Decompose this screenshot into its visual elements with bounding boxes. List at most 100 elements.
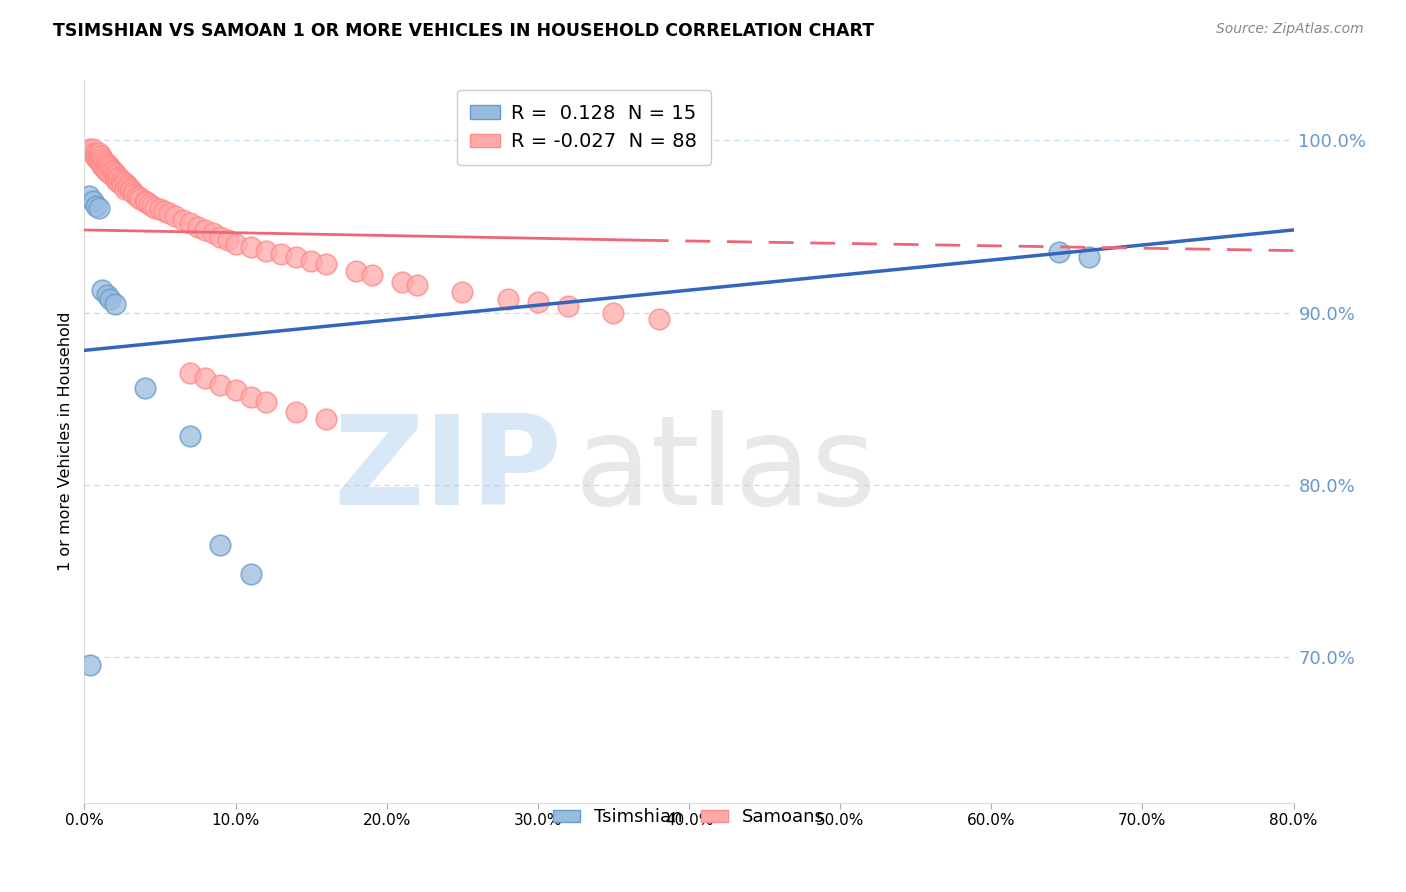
Point [299, 253, 322, 268]
Point [201, 227, 224, 241]
Point [194, 223, 217, 237]
Point [80, 145, 103, 160]
Point [138, 197, 160, 211]
Point [84, 145, 107, 160]
Point [111, 178, 134, 193]
Point [111, 175, 134, 189]
Point [90, 149, 112, 163]
Point [391, 275, 413, 289]
Point [225, 383, 247, 397]
Point [89, 145, 111, 160]
Point [97, 159, 120, 173]
Point [179, 216, 201, 230]
Point [93, 154, 115, 169]
Point [141, 199, 163, 213]
Point [134, 381, 156, 395]
Point [98, 161, 121, 175]
Point [153, 204, 176, 219]
Point [315, 412, 337, 426]
Point [86, 199, 108, 213]
Point [254, 244, 277, 258]
Point [100, 168, 122, 182]
Point [172, 212, 194, 227]
Point [89, 154, 111, 169]
Point [104, 171, 127, 186]
Point [217, 233, 239, 247]
Point [406, 277, 429, 292]
Point [89, 201, 111, 215]
Text: TSIMSHIAN VS SAMOAN 1 OR MORE VEHICLES IN HOUSEHOLD CORRELATION CHART: TSIMSHIAN VS SAMOAN 1 OR MORE VEHICLES I… [53, 22, 875, 40]
Point [157, 206, 180, 220]
Point [97, 166, 120, 180]
Point [209, 377, 232, 392]
Point [527, 295, 550, 310]
Point [121, 185, 143, 199]
Point [96, 157, 118, 171]
Point [118, 182, 141, 196]
Point [149, 202, 172, 217]
Point [451, 285, 474, 299]
Point [128, 190, 150, 204]
Point [209, 229, 232, 244]
Point [104, 297, 127, 311]
Point [98, 292, 121, 306]
Point [179, 366, 201, 380]
Point [239, 567, 262, 582]
Legend: Tsimshian, Samoans: Tsimshian, Samoans [546, 801, 832, 833]
Point [94, 162, 117, 177]
Point [135, 195, 157, 210]
Point [87, 149, 110, 163]
Point [648, 312, 671, 326]
Point [209, 538, 232, 552]
Point [87, 153, 110, 167]
Point [91, 159, 114, 173]
Point [90, 156, 112, 170]
Point [96, 164, 118, 178]
Text: ZIP: ZIP [333, 410, 562, 531]
Point [315, 257, 337, 271]
Point [179, 429, 201, 443]
Point [194, 371, 217, 385]
Point [1078, 251, 1101, 265]
Point [496, 292, 519, 306]
Point [557, 299, 579, 313]
Point [100, 162, 122, 177]
Point [270, 247, 292, 261]
Text: Source: ZipAtlas.com: Source: ZipAtlas.com [1216, 22, 1364, 37]
Point [134, 194, 156, 208]
Point [129, 192, 152, 206]
Point [239, 390, 262, 404]
Point [115, 178, 138, 193]
Point [254, 395, 277, 409]
Point [79, 658, 101, 673]
Point [127, 188, 149, 202]
Point [86, 151, 108, 165]
Point [94, 156, 117, 170]
Point [114, 182, 136, 196]
Point [1047, 245, 1070, 260]
Point [225, 236, 247, 251]
Point [117, 180, 139, 194]
Text: atlas: atlas [574, 410, 876, 531]
Point [96, 288, 118, 302]
Point [165, 209, 187, 223]
Point [122, 186, 145, 201]
Point [108, 171, 131, 186]
Point [114, 177, 136, 191]
Point [285, 405, 308, 419]
Point [86, 147, 108, 161]
Point [77, 188, 100, 202]
Y-axis label: 1 or more Vehicles in Household: 1 or more Vehicles in Household [58, 312, 73, 571]
Point [101, 164, 124, 178]
Point [105, 168, 128, 182]
Point [120, 183, 142, 197]
Point [104, 166, 127, 180]
Point [82, 194, 104, 208]
Point [110, 173, 132, 187]
Point [107, 169, 129, 184]
Point [93, 161, 115, 175]
Point [346, 264, 368, 278]
Point [145, 201, 167, 215]
Point [105, 173, 128, 187]
Point [91, 153, 114, 167]
